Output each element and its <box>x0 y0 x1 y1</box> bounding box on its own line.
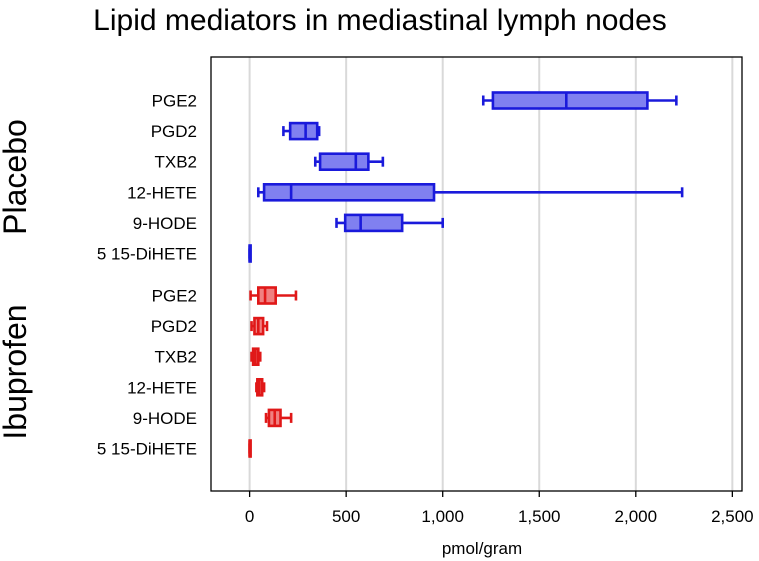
grid-layer <box>248 57 734 491</box>
box-placebo-3 <box>257 183 684 202</box>
group-label-placebo: Placebo <box>0 119 33 235</box>
box-ibuprofen-5 <box>248 439 252 458</box>
category-label-placebo-1: PGD2 <box>151 122 197 141</box>
box-ibuprofen-3 <box>255 377 266 397</box>
box-placebo-1 <box>282 121 321 141</box>
iqr-box-placebo-4 <box>343 213 404 233</box>
iqr-box-placebo-2 <box>318 152 370 171</box>
category-label-ibuprofen-5: 5 15-DiHETE <box>97 440 197 459</box>
box-placebo-5 <box>248 244 252 263</box>
iqr-box-ibuprofen-0 <box>257 286 277 305</box>
category-label-ibuprofen-4: 9-HODE <box>133 409 197 428</box>
category-label-placebo-5: 5 15-DiHETE <box>97 245 197 264</box>
iqr-box-placebo-1 <box>288 121 319 141</box>
x-tick-label: 0 <box>245 507 254 526</box>
box-placebo-0 <box>481 91 678 110</box>
iqr-box-placebo-3 <box>262 183 436 202</box>
chart-title: Lipid mediators in mediastinal lymph nod… <box>93 4 667 37</box>
category-label-placebo-2: TXB2 <box>154 153 197 172</box>
group-label-ibuprofen: Ibuprofen <box>0 304 33 439</box>
box-ibuprofen-0 <box>249 286 298 305</box>
x-axis: 0 500 1,000 1,500 2,000 2,500 <box>245 491 754 526</box>
category-labels: PGE2 PGD2 TXB2 12-HETE 9-HODE 5 15-DiHETE PGE2… <box>97 92 197 459</box>
x-tick-label: 1,000 <box>421 507 464 526</box>
box-placebo-4 <box>335 213 445 233</box>
category-label-ibuprofen-0: PGE2 <box>152 287 197 306</box>
x-axis-title: pmol/gram <box>442 539 522 558</box>
x-tick-label: 500 <box>332 507 360 526</box>
plot-frame <box>210 56 743 492</box>
category-label-placebo-3: 12-HETE <box>127 183 197 202</box>
x-tick-label: 1,500 <box>518 507 561 526</box>
category-label-placebo-0: PGE2 <box>152 92 197 111</box>
x-tick-label: 2,500 <box>711 507 754 526</box>
category-label-ibuprofen-3: 12-HETE <box>127 378 197 397</box>
box-ibuprofen-1 <box>250 316 269 336</box>
category-label-placebo-4: 9-HODE <box>133 214 197 233</box>
box-layer <box>248 91 684 458</box>
category-label-ibuprofen-1: PGD2 <box>151 317 197 336</box>
box-ibuprofen-2 <box>250 347 262 367</box>
iqr-box-placebo-0 <box>491 91 649 110</box>
box-ibuprofen-4 <box>264 408 293 428</box>
box-placebo-2 <box>313 152 385 171</box>
category-label-ibuprofen-2: TXB2 <box>154 348 197 367</box>
x-tick-label: 2,000 <box>615 507 658 526</box>
